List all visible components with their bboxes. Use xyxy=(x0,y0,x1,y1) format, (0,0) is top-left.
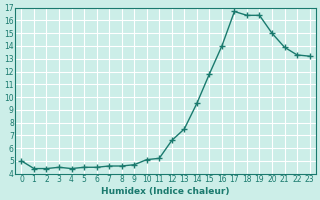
X-axis label: Humidex (Indice chaleur): Humidex (Indice chaleur) xyxy=(101,187,230,196)
